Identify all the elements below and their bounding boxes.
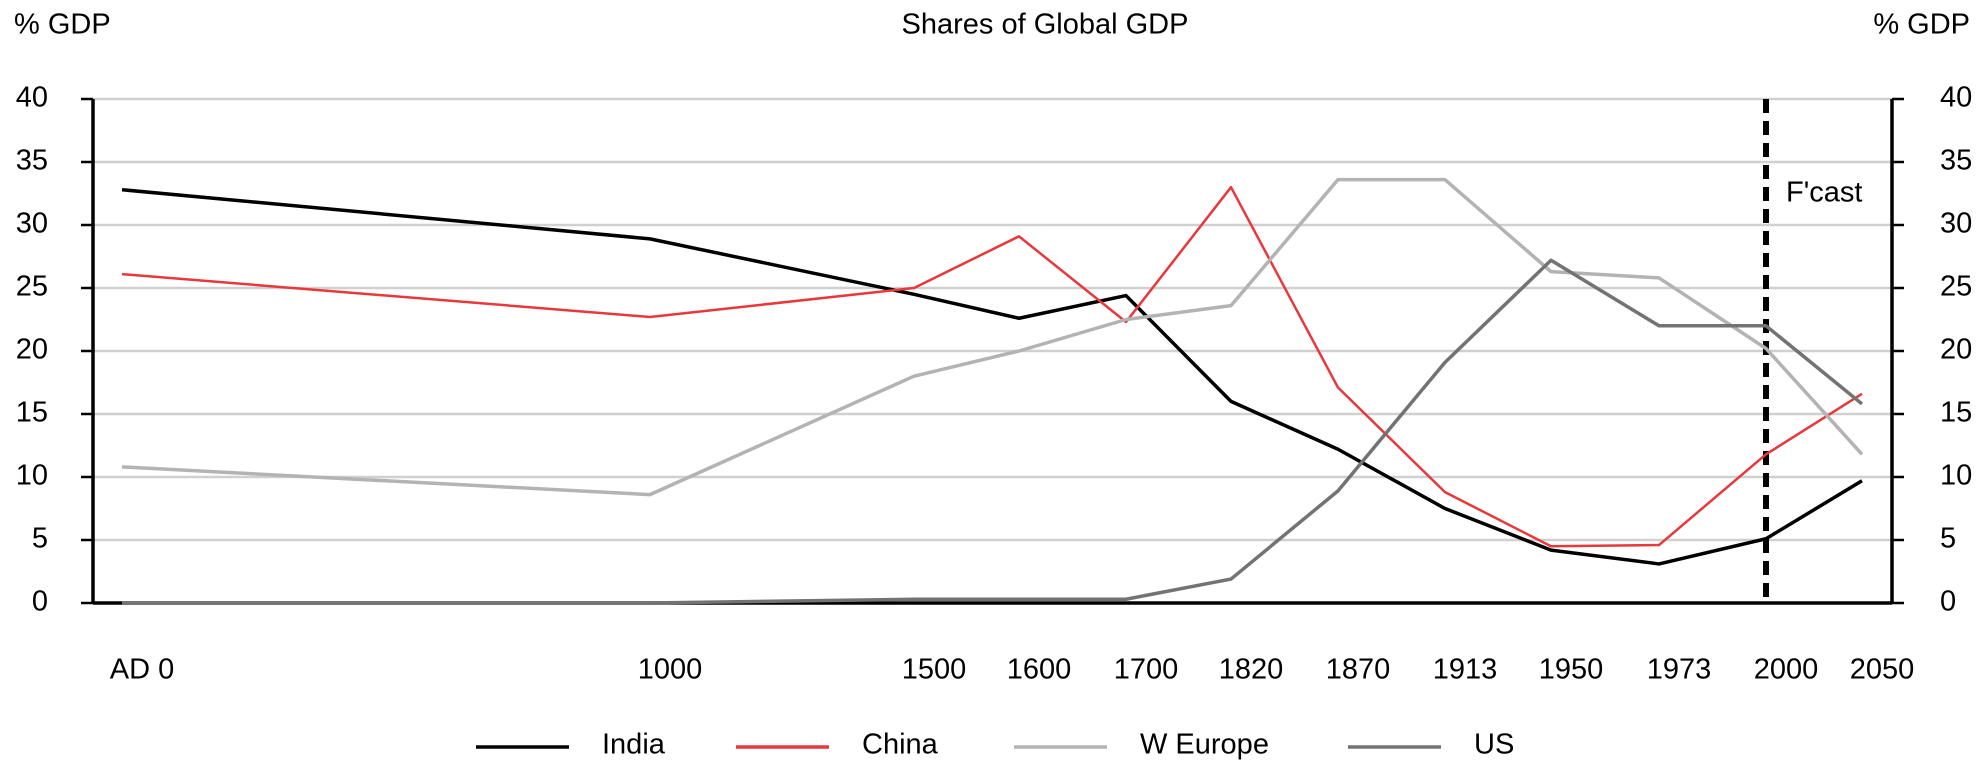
y-tick-label: 40 xyxy=(16,82,48,114)
y-tick-label: 0 xyxy=(32,586,48,618)
legend-label: China xyxy=(862,729,939,761)
annotation: F'cast xyxy=(1786,177,1862,209)
series-line xyxy=(121,185,1863,548)
y-tick-label: 5 xyxy=(32,523,48,555)
y2-tick-label: 20 xyxy=(1940,334,1972,366)
y2-tick-label: 25 xyxy=(1940,271,1972,303)
x-tick-label: 1950 xyxy=(1539,654,1604,686)
y-tick-label: 10 xyxy=(16,460,48,492)
y-tick-label: 35 xyxy=(16,145,48,177)
x-tick-label: 2000 xyxy=(1754,654,1819,686)
y-tick-label: 15 xyxy=(16,397,48,429)
y2-tick-label: 0 xyxy=(1940,586,1956,618)
series-line xyxy=(121,187,1863,566)
y2-axis-label: % GDP xyxy=(1873,9,1970,41)
x-tick-label: 1870 xyxy=(1326,654,1391,686)
legend-label: W Europe xyxy=(1140,729,1269,761)
x-tick-label: 1000 xyxy=(638,654,703,686)
x-tick-label: 1600 xyxy=(1007,654,1072,686)
x-tick-label: 1973 xyxy=(1647,654,1712,686)
chart-title: Shares of Global GDP xyxy=(902,9,1189,41)
x-tick-label: 2050 xyxy=(1850,654,1915,686)
y2-tick-label: 35 xyxy=(1940,145,1972,177)
x-tick-label: AD 0 xyxy=(110,654,174,686)
x-tick-label: 1700 xyxy=(1114,654,1179,686)
y2-tick-label: 5 xyxy=(1940,523,1956,555)
x-tick-label: 1820 xyxy=(1219,654,1284,686)
legend-label: US xyxy=(1474,729,1514,761)
y-tick-label: 20 xyxy=(16,334,48,366)
x-tick-label: 1500 xyxy=(902,654,967,686)
legend-label: India xyxy=(602,729,666,761)
series-line xyxy=(121,177,1864,497)
y-tick-label: 25 xyxy=(16,271,48,303)
y2-tick-label: 40 xyxy=(1940,82,1972,114)
x-tick-label: 1913 xyxy=(1433,654,1498,686)
y-tick-label: 30 xyxy=(16,208,48,240)
y2-tick-label: 10 xyxy=(1940,460,1972,492)
series-line xyxy=(122,258,1864,605)
y-axis-label: % GDP xyxy=(14,9,111,41)
y2-tick-label: 15 xyxy=(1940,397,1972,429)
y2-tick-label: 30 xyxy=(1940,208,1972,240)
